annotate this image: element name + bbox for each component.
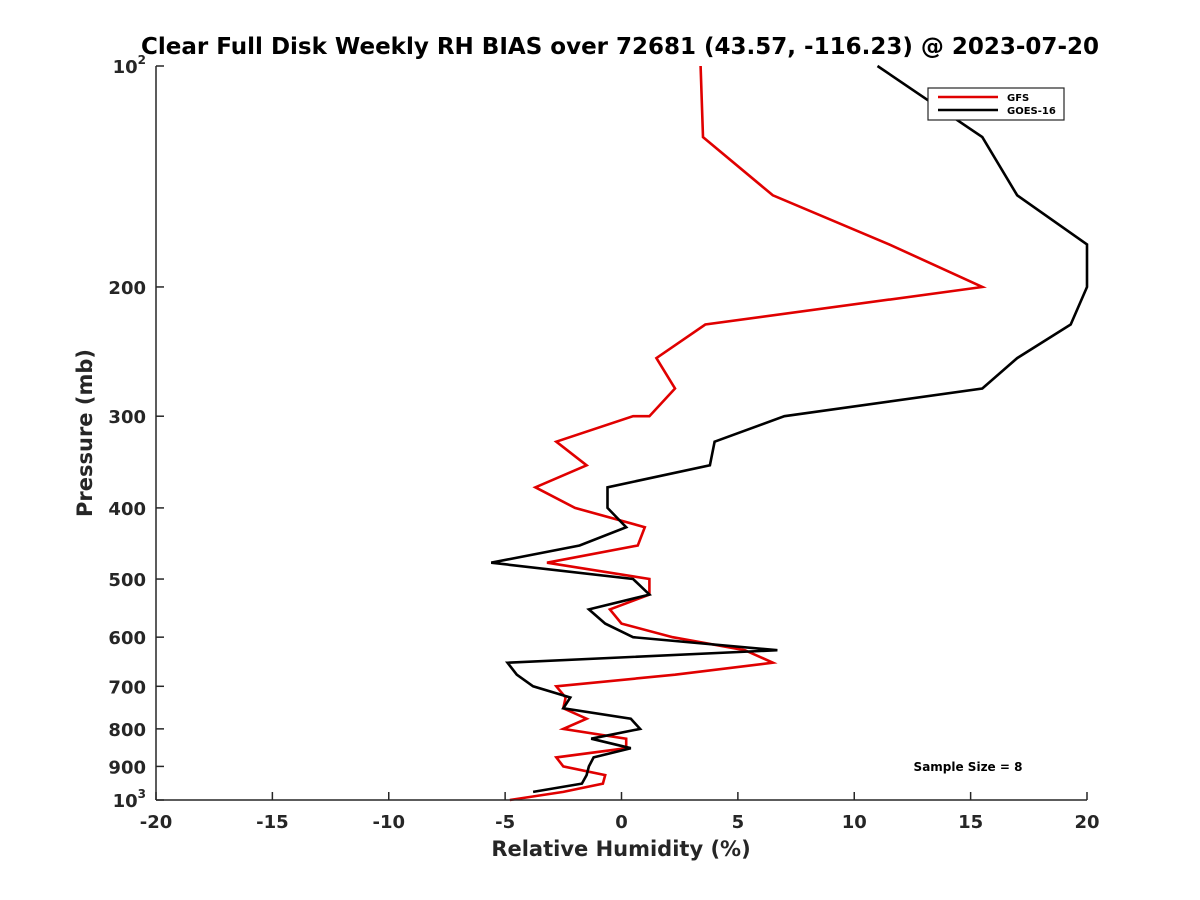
y-tick-label: 800: [108, 720, 146, 741]
series-layer: [490, 64, 1089, 802]
y-tick-label: 103: [113, 787, 146, 812]
legend-box: [927, 87, 1065, 121]
x-tick-label: -15: [256, 812, 289, 833]
y-tick-label: 300: [108, 407, 146, 428]
y-axis-label: Pressure (mb): [73, 349, 97, 517]
x-tick-label: -5: [495, 812, 515, 833]
x-tick-label: -20: [140, 812, 173, 833]
x-tick-label: 0: [615, 812, 628, 833]
y-tick-label: 400: [108, 499, 146, 520]
x-tick-label: 10: [842, 812, 867, 833]
x-tick-label: 5: [732, 812, 745, 833]
y-tick-label: 102: [113, 53, 146, 78]
chart-title: Clear Full Disk Weekly RH BIAS over 7268…: [141, 34, 1099, 60]
legend-label-goes-16: GOES-16: [1007, 106, 1056, 117]
legend-label-gfs: GFS: [1007, 93, 1029, 104]
x-axis-label: Relative Humidity (%): [491, 837, 750, 861]
y-tick-label: 900: [108, 757, 146, 778]
series-line-goes-16: [490, 64, 1089, 794]
y-tick-label: 700: [108, 677, 146, 698]
ticks-layer: -20 -15 -10 -5 0 5 10 15 20 102 200 300 400 500 600 700…: [108, 53, 1099, 833]
x-tick-label: -10: [372, 812, 405, 833]
y-tick-label: 200: [108, 278, 146, 299]
x-tick-label: 15: [958, 812, 983, 833]
sample-size-annotation: Sample Size = 8: [914, 760, 1023, 774]
series-line-gfs: [509, 65, 987, 802]
legend: GFS GOES-16: [927, 87, 1065, 121]
y-tick-label: 500: [108, 570, 146, 591]
axes-layer: [155, 66, 1087, 801]
y-tick-label: 600: [108, 628, 146, 649]
x-tick-label: 20: [1074, 812, 1099, 833]
